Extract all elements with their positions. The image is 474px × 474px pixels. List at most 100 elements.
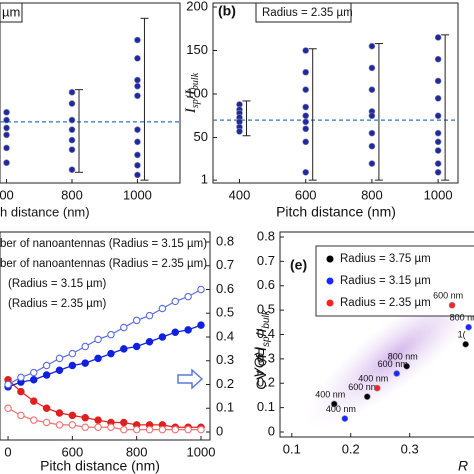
point: [17, 373, 25, 382]
x-tick-label: 400: [229, 187, 251, 202]
point: [434, 77, 442, 85]
point: [158, 333, 167, 341]
point: [434, 129, 442, 137]
point: [120, 345, 128, 353]
legend-marker: [326, 299, 334, 307]
point: [81, 342, 89, 351]
point: [17, 411, 25, 420]
point: [134, 76, 141, 84]
point: [68, 361, 77, 370]
x-tick-label: 1000: [123, 187, 152, 202]
y-tick-label: 0.7: [257, 253, 275, 268]
x-tick-label: 0.3: [401, 441, 419, 456]
y-tick-label: 100: [186, 85, 208, 100]
point: [17, 387, 25, 396]
point: [434, 169, 442, 176]
point: [107, 349, 115, 358]
point: [30, 368, 38, 377]
series-line: [7, 324, 202, 388]
point: [302, 138, 310, 146]
x-tick-label: 0.2: [342, 441, 360, 456]
point-label: 800 nm: [450, 313, 474, 323]
annotation: µm: [2, 4, 20, 19]
point: [68, 100, 76, 107]
point: [145, 337, 154, 346]
legend-label: (Radius = 2.35 µm): [8, 298, 107, 310]
point: [434, 147, 442, 154]
point: [68, 116, 76, 124]
legend-box: [315, 245, 474, 317]
point: [55, 354, 64, 363]
point: [134, 92, 141, 100]
legend-box: [0, 2, 23, 23]
point: [302, 118, 310, 126]
legend-label: Radius = 3.15 µm: [340, 275, 431, 287]
x-tick-label: 0.1: [283, 441, 301, 456]
label-part: bulk: [261, 309, 272, 328]
y-tick-label: 0.6: [257, 277, 275, 292]
x-tick-label: 1000: [424, 187, 453, 202]
series-line: [7, 288, 202, 386]
y-tick-label: 0.7: [216, 257, 234, 272]
point: [368, 42, 376, 50]
y-tick-label: 50: [194, 129, 208, 144]
label-part: I: [253, 329, 269, 333]
point: [55, 421, 64, 429]
point: [368, 64, 376, 72]
point: [171, 297, 180, 306]
point: [171, 328, 180, 336]
point-label: 600 nm: [433, 291, 463, 301]
x-axis-label: Pitch distance (nm): [276, 204, 396, 220]
series-line: [7, 407, 201, 431]
point: [236, 128, 243, 135]
point-label: 400 nm: [358, 374, 388, 384]
y-axis-label: CV of Isp/Ibulk: [253, 309, 272, 389]
point: [302, 169, 310, 176]
point: [81, 359, 89, 367]
point: [158, 304, 167, 313]
point: [4, 404, 12, 412]
point: [68, 349, 77, 358]
point: [134, 36, 141, 44]
point: [403, 362, 411, 370]
point: [434, 34, 442, 41]
point-label: 800 nm: [388, 352, 418, 362]
label-part: /: [183, 94, 199, 99]
x-axis-label: Pitch distance (nm): [40, 458, 160, 474]
point: [55, 366, 64, 374]
x-tick-label: 800: [126, 444, 148, 459]
point: [42, 404, 51, 412]
point: [368, 112, 376, 120]
point: [120, 425, 128, 434]
x-axis-label: R: [458, 458, 468, 474]
point-label: 400 nm: [315, 389, 345, 399]
arrow: [177, 368, 204, 390]
label-part: sp: [190, 99, 201, 108]
point: [393, 370, 401, 377]
y-tick-label: 0.2: [216, 376, 234, 391]
point-label: 400 nm: [326, 404, 356, 414]
point: [68, 421, 77, 429]
legend-label: (Radius = 3.15 µm): [8, 278, 107, 290]
point: [3, 159, 10, 167]
point: [68, 166, 76, 173]
legend-label: ber of nanoantennas (Radius = 2.35 µm): [0, 258, 207, 270]
point: [302, 86, 310, 93]
point: [448, 301, 456, 309]
y-tick-label: 150: [186, 42, 208, 57]
point: [434, 112, 442, 120]
point: [68, 136, 76, 144]
x-tick-label: 600: [62, 444, 84, 459]
point: [145, 311, 154, 320]
y-tick-label: 0.6: [216, 281, 234, 296]
point: [3, 144, 10, 152]
x-tick-label: 800: [61, 187, 83, 202]
point-label: 600 nm: [348, 382, 378, 392]
y-tick-label: 0.8: [216, 233, 234, 248]
plot-frame: [0, 2, 181, 184]
point: [120, 418, 128, 427]
label-part: I: [183, 107, 199, 114]
legend-label: Radius = 3.75 µm: [340, 253, 431, 265]
